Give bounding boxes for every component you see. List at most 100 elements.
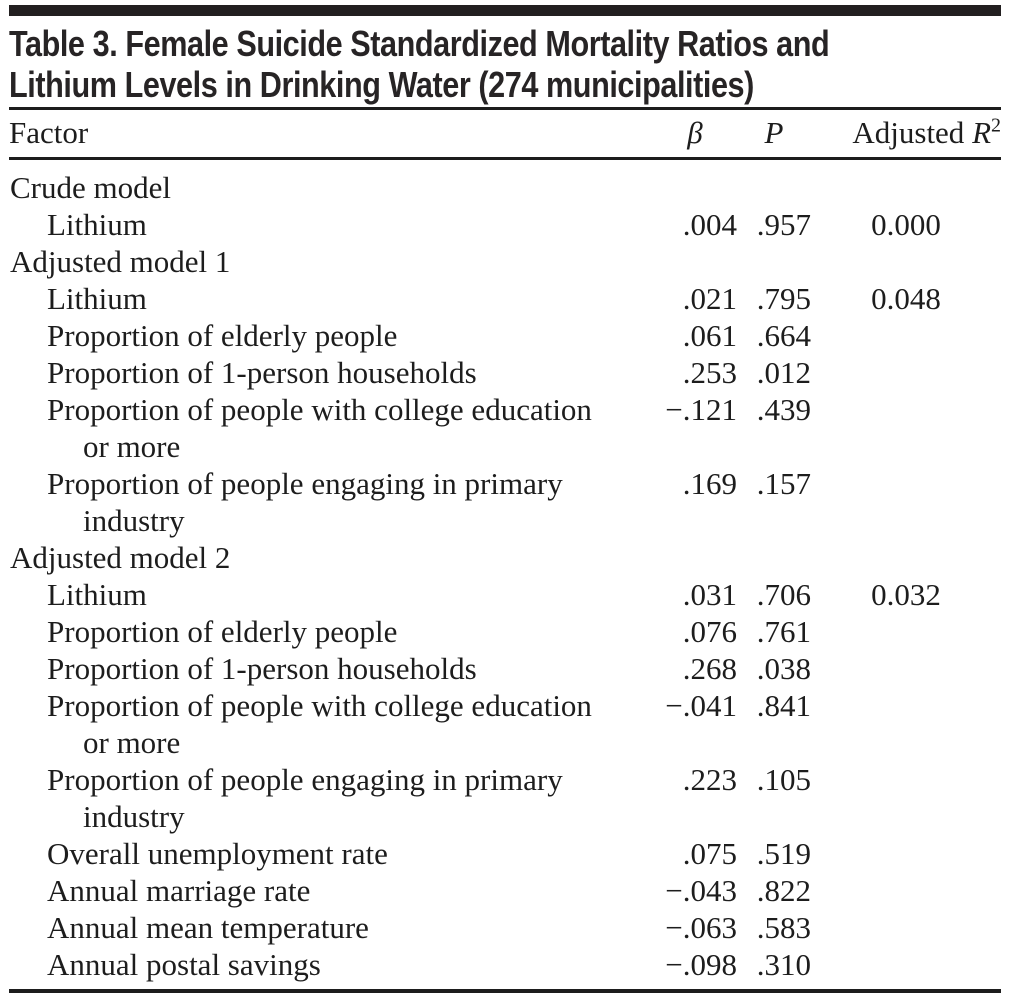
column-header-p: P [737, 107, 811, 160]
beta-value: −.121 [665, 392, 737, 427]
table-body: Crude model Lithium .004 .957 0.000 Adju… [9, 159, 1001, 992]
factor-label: Annual mean temperature [47, 910, 369, 945]
table-row: Proportion of elderly people .061 .664 [9, 317, 1001, 354]
beta-value: .076 [682, 614, 737, 649]
table-row: Annual mean temperature −.063 .583 [9, 909, 1001, 946]
p-value: .519 [756, 836, 811, 871]
adj-r2-value [811, 465, 1001, 539]
beta-value: −.043 [665, 873, 737, 908]
adjusted-r2-superscript: 2 [991, 114, 1001, 137]
adj-r2-value [811, 687, 1001, 761]
p-value [737, 159, 811, 207]
table-row: Lithium .031 .706 0.032 [9, 576, 1001, 613]
factor-label: Proportion of elderly people [47, 318, 398, 353]
factor-label: Lithium [47, 577, 147, 612]
factor-label: Proportion of 1-person households [47, 355, 477, 390]
adjusted-r2-symbol: R [972, 115, 991, 150]
table-title-line-1: Table 3. Female Suicide Standardized Mor… [9, 23, 830, 64]
table-row: Proportion of people with college educat… [9, 391, 1001, 465]
factor-cell: Adjusted model 1 [9, 243, 653, 280]
factor-label-continuation: industry [83, 503, 185, 538]
table-row: Lithium .021 .795 0.048 [9, 280, 1001, 317]
beta-value: .223 [682, 762, 737, 797]
table-row: Lithium .004 .957 0.000 [9, 206, 1001, 243]
table-row: Proportion of 1-person households .253 .… [9, 354, 1001, 391]
table-row: Proportion of people engaging in primary… [9, 761, 1001, 835]
factor-cell: Proportion of people engaging in primary… [9, 465, 653, 539]
factor-label: Overall unemployment rate [47, 836, 388, 871]
adj-r2-value: 0.000 [871, 207, 941, 242]
table-row: Proportion of people engaging in primary… [9, 465, 1001, 539]
p-value [737, 539, 811, 576]
p-value: .310 [756, 947, 811, 982]
factor-label: Proportion of people engaging in primary [47, 466, 563, 501]
factor-cell: Annual mean temperature [9, 909, 653, 946]
p-value: .841 [756, 688, 811, 723]
group-label: Crude model [10, 170, 171, 205]
adj-r2-value [811, 317, 1001, 354]
beta-value: .268 [682, 651, 737, 686]
beta-value: .075 [682, 836, 737, 871]
p-value: .439 [756, 392, 811, 427]
beta-value [653, 159, 737, 207]
p-value [737, 243, 811, 280]
table-row: Proportion of elderly people .076 .761 [9, 613, 1001, 650]
adj-r2-value [811, 391, 1001, 465]
factor-cell: Proportion of elderly people [9, 317, 653, 354]
column-header-adjusted-r2: Adjusted R2 [811, 107, 1001, 160]
adj-r2-value [811, 650, 1001, 687]
factor-cell: Adjusted model 2 [9, 539, 653, 576]
table-header: Factor β P Adjusted R2 [9, 107, 1001, 160]
table-row: Adjusted model 2 [9, 539, 1001, 576]
table-top-rule [9, 5, 1001, 16]
factor-cell: Proportion of people with college educat… [9, 687, 653, 761]
factor-label: Annual postal savings [47, 947, 321, 982]
beta-value: .004 [682, 207, 737, 242]
beta-value: .061 [682, 318, 737, 353]
p-value: .822 [756, 873, 811, 908]
beta-value: .021 [682, 281, 737, 316]
statistics-table: Factor β P Adjusted R2 Crude model Lithi… [9, 107, 1001, 993]
p-value: .583 [756, 910, 811, 945]
column-header-factor: Factor [9, 107, 653, 160]
adj-r2-value [811, 835, 1001, 872]
adj-r2-value [811, 909, 1001, 946]
adjusted-r2-prefix: Adjusted [852, 115, 973, 150]
beta-value [653, 243, 737, 280]
factor-label: Proportion of people with college educat… [47, 688, 592, 723]
header-row: Factor β P Adjusted R2 [9, 107, 1001, 160]
adj-r2-value [811, 539, 1001, 576]
table-row: Annual postal savings −.098 .310 [9, 946, 1001, 991]
p-value: .012 [756, 355, 811, 390]
p-value: .706 [756, 577, 811, 612]
factor-label: Proportion of 1-person households [47, 651, 477, 686]
p-value: .157 [756, 466, 811, 501]
factor-cell: Proportion of people with college educat… [9, 391, 653, 465]
p-value: .795 [756, 281, 811, 316]
p-value: .105 [756, 762, 811, 797]
factor-label-continuation: or more [83, 725, 181, 760]
p-value: .664 [756, 318, 811, 353]
table-row: Adjusted model 1 [9, 243, 1001, 280]
beta-value [653, 539, 737, 576]
beta-value: .031 [682, 577, 737, 612]
group-label: Adjusted model 1 [10, 244, 231, 279]
adj-r2-value [811, 159, 1001, 207]
adj-r2-value [811, 872, 1001, 909]
p-value: .761 [756, 614, 811, 649]
table-row: Proportion of people with college educat… [9, 687, 1001, 761]
adj-r2-value: 0.048 [871, 281, 941, 316]
factor-label: Annual marriage rate [47, 873, 311, 908]
beta-value: −.098 [665, 947, 737, 982]
beta-value: −.063 [665, 910, 737, 945]
table-row: Proportion of 1-person households .268 .… [9, 650, 1001, 687]
table-row: Overall unemployment rate .075 .519 [9, 835, 1001, 872]
factor-label: Lithium [47, 207, 147, 242]
adj-r2-value [811, 354, 1001, 391]
adj-r2-value [811, 613, 1001, 650]
beta-value: −.041 [665, 688, 737, 723]
factor-label-continuation: or more [83, 429, 181, 464]
factor-cell: Lithium [9, 206, 653, 243]
factor-cell: Annual marriage rate [9, 872, 653, 909]
